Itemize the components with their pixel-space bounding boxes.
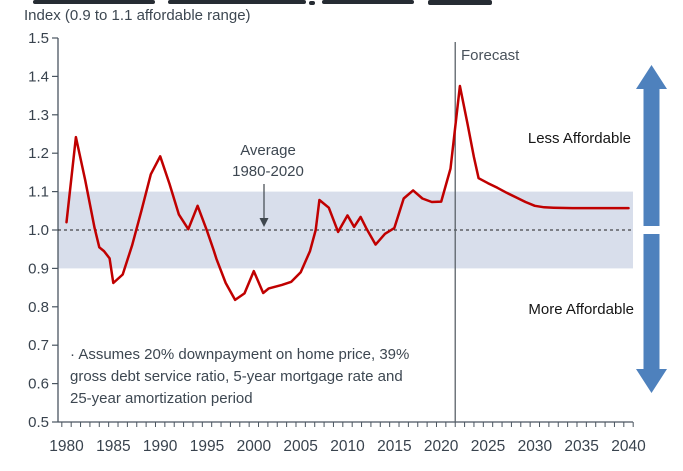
more-affordable-arrow: [636, 234, 667, 393]
y-tick-label: 1.0: [28, 222, 49, 239]
y-tick-label: 1.3: [28, 107, 49, 124]
y-tick-label: 0.5: [28, 414, 49, 431]
clipped-title-fragment: [428, 0, 492, 5]
x-tick-label: 2035: [564, 438, 598, 455]
assumptions-footnote: · Assumes 20% downpayment on home price,…: [70, 346, 410, 407]
average-annotation: Average 1980-2020: [210, 140, 326, 182]
clipped-title-fragment: [168, 0, 306, 4]
y-tick-label: 0.9: [28, 260, 49, 277]
y-tick-label: 0.7: [28, 337, 49, 354]
more-affordable-label: More Affordable: [528, 301, 634, 318]
average-annotation-line1: Average: [240, 142, 296, 159]
x-tick-label: 1995: [190, 438, 224, 455]
x-tick-label: 2020: [424, 438, 459, 455]
y-tick-label: 1.4: [28, 68, 49, 85]
clipped-title-fragment: [322, 0, 414, 4]
average-annotation-line2: 1980-2020: [232, 163, 304, 180]
y-tick-label: 0.6: [28, 376, 49, 393]
x-tick-label: 1990: [143, 438, 178, 455]
less-affordable-label: Less Affordable: [527, 130, 631, 147]
clipped-title-fragment: [33, 0, 155, 4]
x-tick-label: 1985: [96, 438, 130, 455]
y-tick-label: 1.2: [28, 145, 49, 162]
x-tick-label: 2040: [611, 438, 646, 455]
x-tick-label: 2030: [518, 438, 553, 455]
x-tick-label: 2000: [237, 438, 272, 455]
y-tick-label: 0.8: [28, 299, 49, 316]
less-affordable-arrow: [636, 65, 667, 226]
x-tick-label: 2010: [330, 438, 365, 455]
average-annotation-arrowhead: [259, 218, 269, 227]
y-tick-label: 1.5: [28, 30, 49, 47]
x-tick-label: 2015: [377, 438, 411, 455]
clipped-title-fragment: [309, 1, 315, 5]
affordable-band: [58, 191, 633, 269]
y-tick-label: 1.1: [28, 184, 49, 201]
forecast-label: Forecast: [461, 47, 520, 64]
x-tick-label: 2025: [471, 438, 505, 455]
affordability-line: [65, 84, 630, 302]
x-tick-label: 1980: [49, 438, 84, 455]
x-tick-label: 2005: [283, 438, 317, 455]
axis-units-label: Index (0.9 to 1.1 affordable range): [24, 7, 251, 24]
